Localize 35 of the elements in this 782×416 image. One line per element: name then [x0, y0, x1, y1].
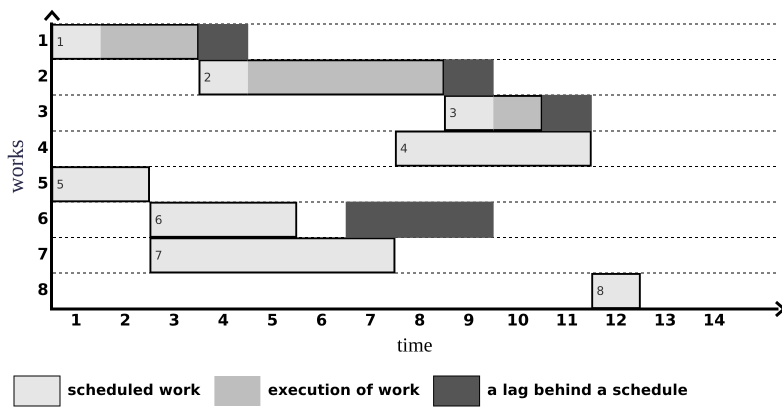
- annotation: 5: [56, 177, 64, 192]
- annotation: 3: [449, 106, 457, 120]
- y-tick-label: 6: [37, 208, 49, 228]
- x-tick-label: 13: [654, 310, 676, 330]
- x-tick-label: 2: [120, 310, 131, 330]
- y-tick-label: 3: [37, 102, 49, 122]
- x-tick-label: 6: [316, 310, 328, 330]
- x-tick-label: 4: [218, 310, 229, 330]
- annotation: 1: [56, 34, 64, 49]
- x-tick-label: 1: [70, 310, 82, 330]
- annotation: 7: [154, 248, 162, 263]
- legend-label: a lag behind a schedule: [487, 380, 688, 399]
- x-tick-label: 7: [365, 310, 376, 330]
- x-tick-label: 11: [556, 310, 578, 330]
- y-axis-title: works: [2, 140, 28, 194]
- x-tick-label: 9: [463, 310, 474, 330]
- y-tick-label: 1: [37, 30, 49, 50]
- x-tick-label: 8: [414, 310, 426, 330]
- x-tick-label: 10: [506, 310, 529, 330]
- annotation: 2: [204, 70, 212, 85]
- x-tick-label: 5: [266, 310, 278, 330]
- annotation: 6: [154, 212, 162, 227]
- annotation: 4: [400, 142, 408, 156]
- x-tick-label: 14: [703, 310, 726, 330]
- y-tick-label: 8: [37, 280, 49, 300]
- x-tick-label: 3: [168, 310, 180, 330]
- y-tick-label: 2: [37, 66, 49, 86]
- y-tick-label: 7: [37, 244, 49, 264]
- x-tick-label: 12: [604, 310, 628, 330]
- y-tick-label: 4: [37, 138, 49, 157]
- x-axis-title: time: [396, 334, 433, 356]
- legend-label: scheduled work: [68, 380, 202, 399]
- annotation: 8: [596, 284, 604, 298]
- legend-label: execution of work: [268, 380, 421, 399]
- y-tick-label: 5: [37, 173, 49, 192]
